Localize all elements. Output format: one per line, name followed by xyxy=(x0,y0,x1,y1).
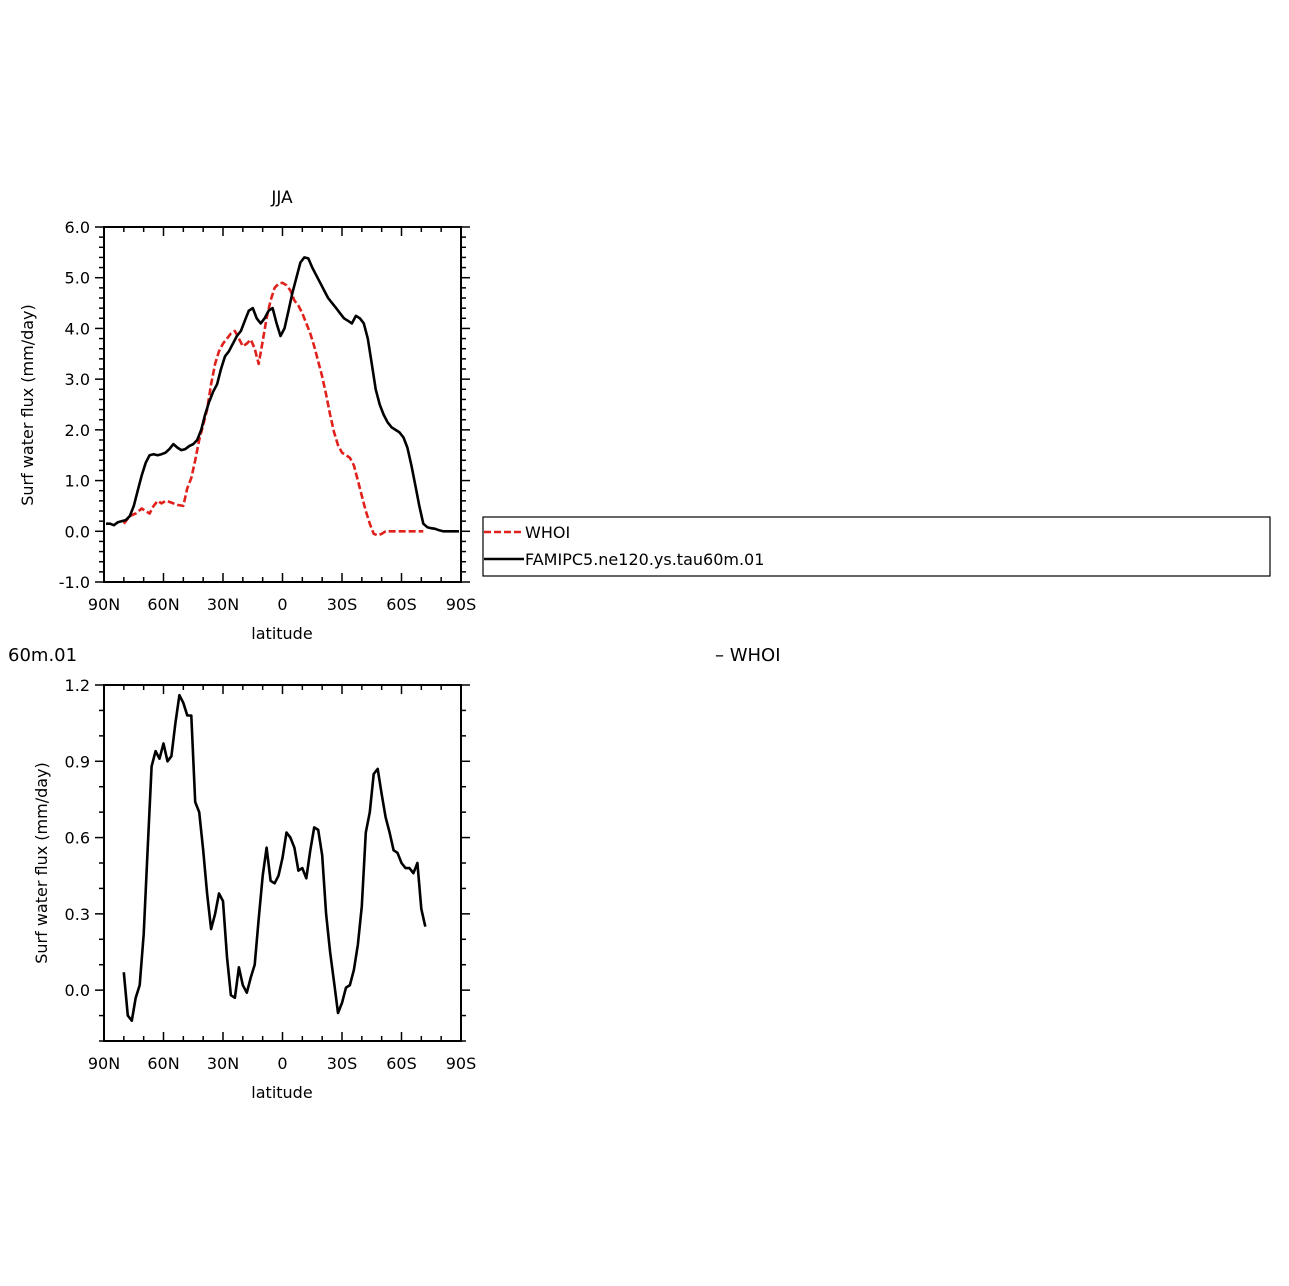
y-axis-label: Surf water flux (mm/day) xyxy=(32,762,51,964)
x-tick-label: 30S xyxy=(327,595,358,614)
y-tick-label: 5.0 xyxy=(65,269,90,288)
x-axis-label: latitude xyxy=(251,1083,312,1102)
chart-title: 60m.01 xyxy=(8,645,77,666)
x-tick-label: 30S xyxy=(327,1054,358,1073)
x-tick-label: 60S xyxy=(386,595,417,614)
x-tick-label: 90S xyxy=(446,1054,477,1073)
x-tick-label: 0 xyxy=(277,595,287,614)
y-tick-label: 3.0 xyxy=(65,370,90,389)
x-tick-label: 90N xyxy=(88,1054,120,1073)
x-axis-label: latitude xyxy=(251,624,312,643)
chart-title: JJA xyxy=(270,188,293,208)
x-tick-label: 60N xyxy=(147,595,179,614)
legend-box xyxy=(482,516,1271,577)
series-line-whoi xyxy=(122,281,424,537)
y-tick-label: 0.0 xyxy=(65,522,90,541)
x-tick-label: 0 xyxy=(277,1054,287,1073)
y-tick-label: -1.0 xyxy=(59,573,90,592)
y-axis-label: Surf water flux (mm/day) xyxy=(18,304,37,506)
chart-top: JJA Surf water flux (mm/day) latitude WH… xyxy=(18,188,1271,643)
x-tick-label: 30N xyxy=(207,595,239,614)
legend: WHOI FAMIPC5.ne120.ys.tau60m.01 xyxy=(482,516,1271,577)
x-tick-label: 30N xyxy=(207,1054,239,1073)
y-tick-label: 1.0 xyxy=(65,472,90,491)
legend-text-whoi: – WHOI xyxy=(715,645,781,666)
y-tick-label: 4.0 xyxy=(65,319,90,338)
y-tick-label: 0.0 xyxy=(65,981,90,1000)
y-tick-label: 0.3 xyxy=(65,905,90,924)
y-tick-label: 6.0 xyxy=(65,218,90,237)
y-tick-label: 1.2 xyxy=(65,676,90,695)
x-tick-label: 90N xyxy=(88,595,120,614)
chart-bottom: 60m.01 – WHOI Surf water flux (mm/day) l… xyxy=(8,645,781,1102)
x-tick-label: 90S xyxy=(446,595,477,614)
y-tick-label: 0.6 xyxy=(65,829,90,848)
plot-frame xyxy=(103,226,462,583)
series-line-difference xyxy=(122,693,427,1023)
series-line-famipc5-ne120-ys-tau60m-01 xyxy=(106,256,459,533)
y-tick-label: 2.0 xyxy=(65,421,90,440)
x-tick-label: 60N xyxy=(147,1054,179,1073)
legend-label-whoi: WHOI xyxy=(525,523,570,542)
x-tick-label: 60S xyxy=(386,1054,417,1073)
y-tick-label: 0.9 xyxy=(65,752,90,771)
legend-label-famipc5: FAMIPC5.ne120.ys.tau60m.01 xyxy=(525,550,764,569)
